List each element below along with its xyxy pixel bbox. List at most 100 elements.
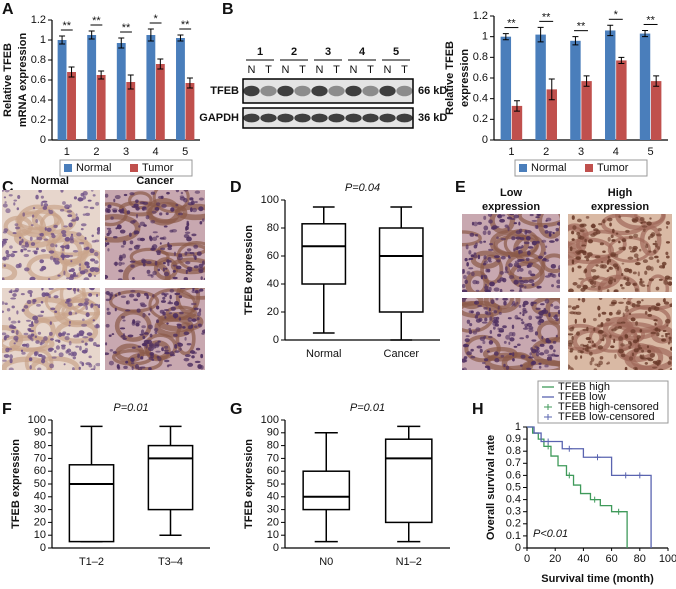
nucleus [150,220,156,224]
nucleus [96,293,99,297]
nucleus [654,327,659,332]
nucleus [538,255,543,259]
nucleus [630,329,636,334]
nucleus [168,311,172,315]
nucleus [68,276,74,280]
nucleus [522,327,529,330]
nucleus [529,214,534,217]
nucleus [601,311,607,315]
nucleus [117,278,123,280]
nucleus [138,225,141,228]
nucleus [199,308,202,313]
nucleus [155,250,162,254]
nucleus [76,232,82,237]
nucleus [607,237,611,242]
nucleus [519,337,525,340]
y-axis-label: mRNA expression [17,33,29,128]
nucleus [589,351,593,356]
nucleus [21,238,24,243]
y-tick-label: 0 [40,542,46,554]
nucleus [17,195,21,199]
nucleus [64,254,70,258]
nucleus [669,303,672,308]
y-tick-label: 80 [34,440,46,452]
nucleus [53,257,56,263]
nucleus [538,362,542,365]
nucleus [23,305,29,309]
nucleus [105,352,110,356]
nucleus [111,333,115,336]
nucleus [159,237,165,240]
y-tick-label: 100 [28,414,46,426]
nucleus [609,304,615,307]
nucleus [647,313,653,317]
nucleus [2,277,5,280]
nucleus [500,237,506,241]
nucleus [179,288,186,290]
nucleus [40,339,45,345]
y-tick-label: 0 [515,542,521,554]
nucleus [497,279,502,283]
nucleus [626,277,630,282]
nucleus [96,226,100,232]
nucleus [466,319,471,324]
nucleus [628,356,634,361]
y-tick-label: 80 [267,440,279,452]
x-tick-label: 5 [648,146,654,158]
nucleus [483,358,489,362]
nucleus [11,329,15,334]
nucleus [598,313,601,318]
nucleus [40,201,44,207]
nucleus [636,337,640,342]
nucleus [134,230,140,235]
nucleus [106,208,111,213]
nucleus [85,305,88,311]
nucleus [628,235,633,239]
whisker [312,284,335,334]
nucleus [611,328,617,332]
nucleus [489,281,495,287]
nucleus [531,301,537,305]
nucleus [524,323,529,327]
nucleus [624,334,629,339]
nucleus [72,367,75,370]
panel-label: H [472,401,484,418]
nucleus [649,353,656,358]
nucleus [146,269,151,274]
nucleus [82,213,86,216]
nucleus [87,199,92,202]
nucleus [618,215,622,219]
y-tick-label: 0.4 [473,93,488,105]
nucleus [7,347,13,351]
nucleus [66,348,72,353]
nucleus [66,244,70,250]
nucleus [60,190,64,193]
nucleus [628,345,631,349]
nucleus [171,228,178,233]
y-tick-label: 0 [40,134,46,146]
blot-band [345,85,362,97]
nucleus [575,256,581,260]
nucleus [28,357,33,362]
nucleus [162,296,166,300]
nucleus [632,271,637,275]
column-label: Cancer [136,175,174,187]
nucleus [587,239,593,244]
whisker [390,312,413,341]
tissue-structure [152,190,190,214]
nucleus [468,250,472,255]
nucleus [196,317,200,321]
legend-swatch [130,164,138,172]
nucleus [488,307,491,312]
nucleus [139,333,144,336]
nucleus [646,221,652,226]
nucleus [494,358,500,363]
blot-band [260,85,277,97]
nucleus [588,278,595,283]
nucleus [658,360,661,365]
nucleus [188,269,191,272]
nucleus [110,216,114,220]
nucleus [192,351,197,355]
nucleus [633,253,639,258]
nucleus [484,317,488,322]
